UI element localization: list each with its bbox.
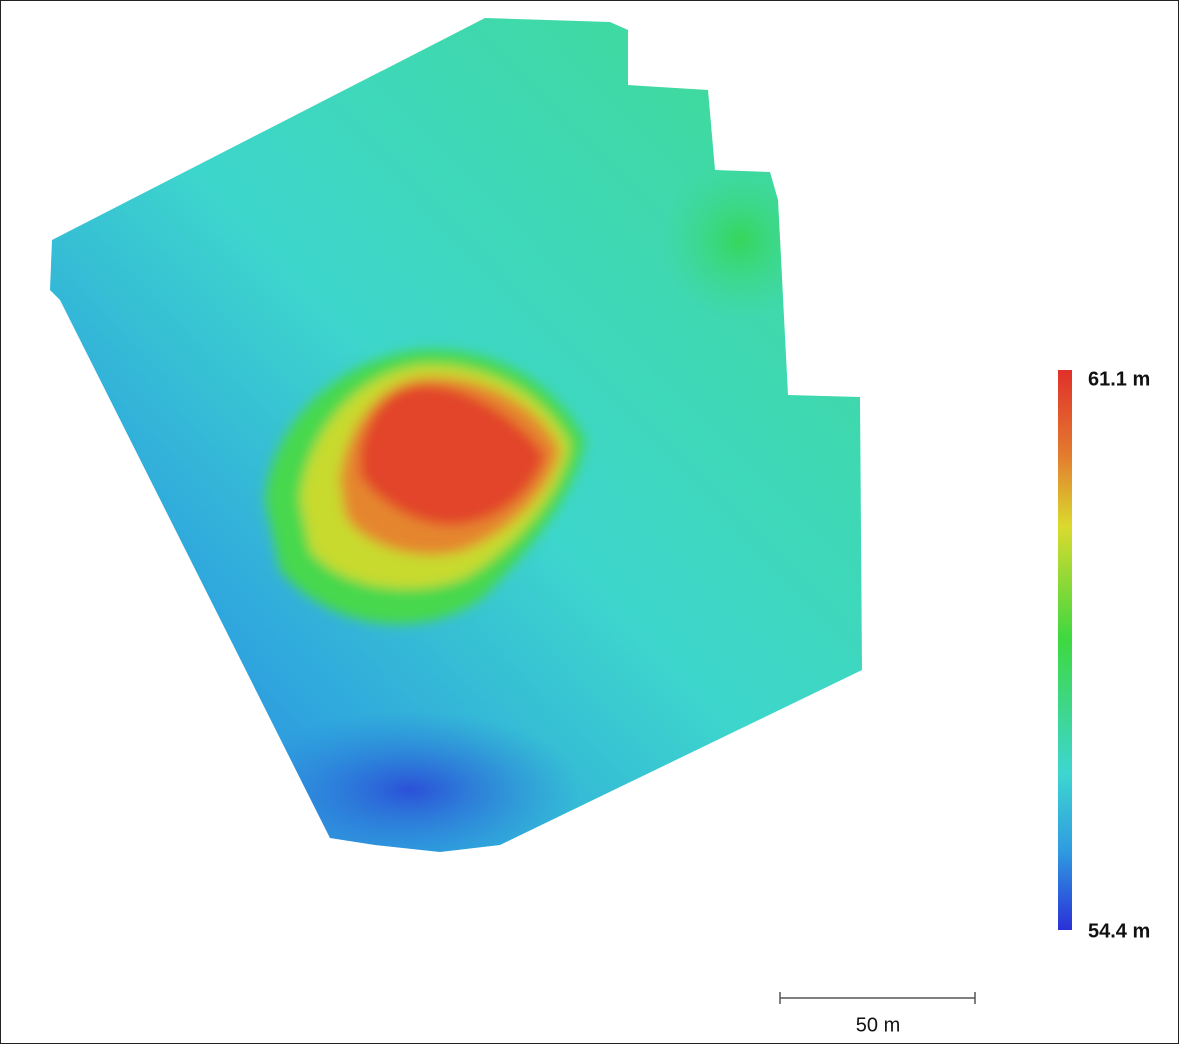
legend-max: 61.1 m (1088, 368, 1150, 390)
color-ramp (1058, 370, 1072, 930)
legend-min: 54.4 m (1088, 920, 1150, 942)
scale-label: 50 m (856, 1014, 900, 1036)
map-view: 61.1 m 54.4 m 50 m (0, 0, 1179, 1044)
page: {"legend": {"max_label": "61.1 m", "min_… (0, 0, 1179, 1044)
